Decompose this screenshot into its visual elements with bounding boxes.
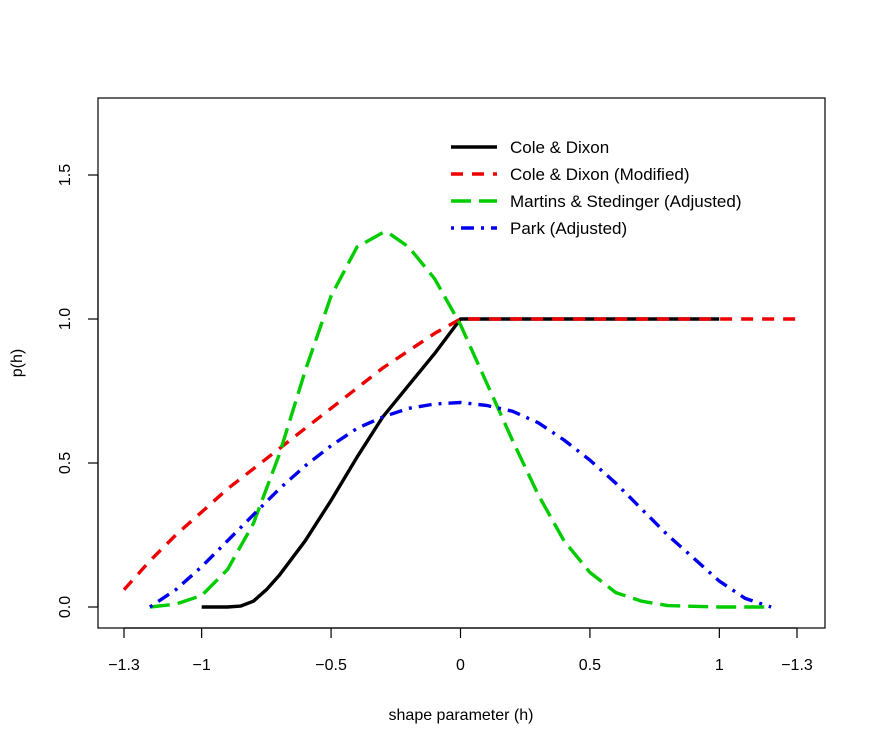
series-line-2: [122, 317, 797, 591]
legend-label-4: Park (Adjusted): [510, 219, 627, 238]
x-tick-label: −0.5: [315, 657, 347, 674]
x-tick-label: 0: [456, 657, 465, 674]
legend-label-3: Martins & Stedinger (Adjusted): [510, 192, 742, 211]
x-tick-label: −1: [193, 657, 211, 674]
x-axis: −1.3 −1 −0.5 0 0.5 1 −1.3: [108, 627, 813, 674]
x-axis-label: shape parameter (h): [389, 707, 534, 724]
y-axis-label: p(h): [9, 349, 26, 377]
plot-frame: [97, 97, 826, 629]
series-line-4: [148, 400, 772, 609]
series-line-1: [201, 317, 720, 609]
y-tick-label: 1.5: [57, 164, 74, 186]
x-tick-label: −1.3: [108, 657, 140, 674]
y-tick-label: 0.0: [57, 596, 74, 618]
y-tick-label: 0.5: [57, 452, 74, 474]
y-axis: 0.0 0.5 1.0 1.5: [57, 164, 99, 618]
series-line-3: [149, 230, 772, 609]
x-tick-label: −1.3: [781, 657, 813, 674]
x-tick-label: 1: [715, 657, 724, 674]
legend-label-2: Cole & Dixon (Modified): [510, 165, 690, 184]
series-layer: [122, 230, 797, 609]
legend-label-1: Cole & Dixon: [510, 138, 609, 157]
y-tick-label: 1.0: [57, 308, 74, 330]
legend: Cole & Dixon Cole & Dixon (Modified) Marti…: [451, 138, 742, 238]
x-tick-label: 0.5: [579, 657, 601, 674]
